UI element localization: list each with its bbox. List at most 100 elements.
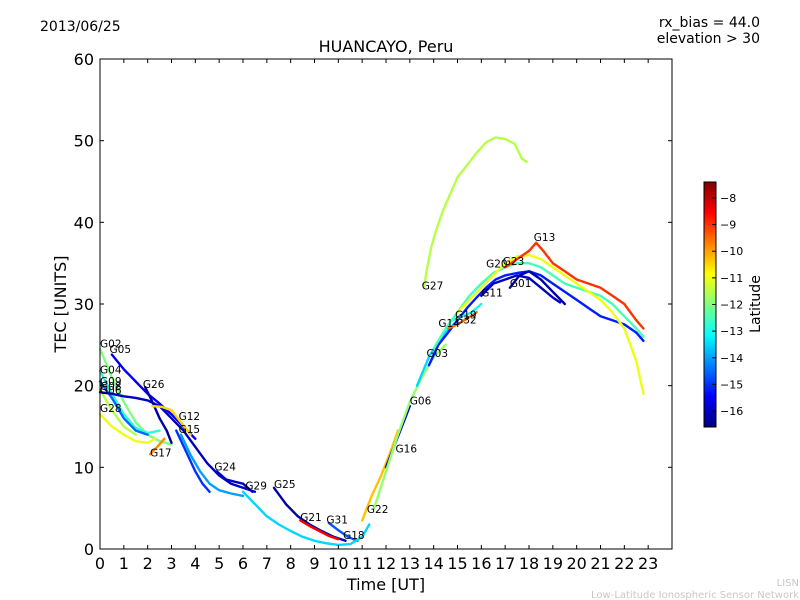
series-label-g21: G21 — [300, 512, 322, 524]
x-tick-label: 11 — [352, 554, 372, 573]
x-tick-label: 12 — [376, 554, 396, 573]
series-label-g05: G05 — [110, 344, 132, 356]
series-label-g15: G15 — [179, 424, 201, 436]
series-line-g19 — [451, 302, 483, 322]
x-tick-label: 22 — [614, 554, 634, 573]
x-tick-label: 4 — [190, 554, 200, 573]
series-label-g08: G08 — [100, 381, 122, 393]
series-line-g28 — [98, 413, 157, 444]
plot-frame — [99, 58, 673, 550]
x-tick-label: 14 — [423, 554, 443, 573]
x-tick-label: 6 — [238, 554, 248, 573]
colorbar-tick-label: −8 — [720, 192, 736, 205]
colorbar-tick-label: −10 — [720, 245, 743, 258]
series-label-g17: G17 — [150, 448, 172, 460]
x-tick-label: 5 — [214, 554, 224, 573]
series-line-g22 — [361, 429, 400, 522]
series-label-g18: G18 — [343, 530, 365, 542]
series-label-g13: G13 — [534, 232, 556, 244]
rx-bias-label: rx_bias = 44.0 — [659, 15, 760, 31]
series-line-g29 — [215, 470, 254, 493]
x-tick-label: 13 — [400, 554, 420, 573]
series-line-g18 — [241, 490, 371, 547]
series-label-g04: G04 — [100, 364, 122, 376]
series-line-g27 — [422, 136, 528, 289]
footer-network: Low-Latitude Ionospheric Sensor Network — [591, 590, 799, 600]
footer-lisn: LISN — [777, 578, 799, 589]
series-label-g11: G11 — [481, 288, 503, 300]
series-line-g24 — [175, 429, 211, 493]
series-label-g09: G09 — [100, 376, 122, 388]
series-line-g23 — [456, 253, 645, 395]
colorbar: −8 −9 −10 −11 −12 −13 −14 −15 −16 Latitude — [703, 181, 764, 428]
y-axis-label: TEC [UNITS] — [51, 256, 70, 354]
series-label-g24: G24 — [214, 462, 236, 474]
series-label-g28: G28 — [100, 403, 122, 415]
x-tick-label: 8 — [286, 554, 296, 573]
series-label-g25: G25 — [274, 479, 296, 491]
x-axis-ticks: 0 1 2 3 4 5 6 7 8 9 10 11 12 13 14 15 16 17 18 19 20 21 22 23 — [95, 59, 658, 573]
date-label: 2013/06/25 — [40, 19, 121, 35]
colorbar-tick-label: −15 — [720, 378, 743, 391]
series-label-g20: G20 — [486, 258, 508, 270]
elevation-label: elevation > 30 — [657, 31, 760, 47]
x-tick-label: 10 — [328, 554, 348, 573]
colorbar-tick-label: −12 — [720, 299, 743, 312]
x-tick-label: 17 — [495, 554, 515, 573]
series-line-g21 — [299, 519, 340, 541]
y-tick-label: 20 — [74, 377, 94, 396]
series-label-g31: G31 — [326, 515, 348, 527]
x-tick-label: 21 — [590, 554, 610, 573]
y-tick-label: 50 — [74, 132, 94, 151]
chart-title: HUANCAYO, Peru — [319, 37, 454, 56]
series-line-g20 — [432, 262, 645, 351]
colorbar-tick-label: −9 — [720, 219, 736, 232]
x-tick-label: 9 — [309, 554, 319, 573]
series-label-g32: G32 — [455, 315, 477, 327]
x-tick-label: 3 — [166, 554, 176, 573]
y-axis-ticks: 0 10 20 30 40 50 60 — [74, 50, 672, 559]
y-tick-label: 30 — [74, 295, 94, 314]
x-tick-label: 20 — [566, 554, 586, 573]
series-line-g26 — [144, 386, 173, 444]
series-label-g29: G29 — [245, 480, 267, 492]
x-tick-label: 0 — [95, 554, 105, 573]
y-tick-label: 60 — [74, 50, 94, 69]
colorbar-ticks: −8 −9 −10 −11 −12 −13 −14 −15 −16 — [712, 192, 743, 418]
x-tick-label: 16 — [471, 554, 491, 573]
series-line-g15 — [179, 433, 245, 498]
series-label-g01: G01 — [510, 278, 532, 290]
series-line-g12 — [151, 404, 192, 436]
series-line-g11 — [480, 274, 562, 304]
x-tick-label: 15 — [447, 554, 467, 573]
series-label-g14: G14 — [438, 318, 460, 330]
series-label-g12: G12 — [179, 411, 201, 423]
series-label-g16: G16 — [396, 444, 418, 456]
series-layer — [98, 136, 645, 547]
colorbar-tick-label: −16 — [720, 405, 743, 418]
series-line-g31 — [327, 521, 359, 542]
x-tick-label: 23 — [638, 554, 658, 573]
series-label-g06b: G06 — [410, 396, 432, 408]
series-line-g17 — [148, 437, 166, 456]
colorbar-tick-label: −11 — [720, 272, 743, 285]
series-line-g32 — [446, 311, 478, 330]
x-axis-label: Time [UT] — [346, 575, 425, 594]
x-tick-label: 7 — [262, 554, 272, 573]
series-label-g27: G27 — [422, 280, 444, 292]
series-line-g01 — [508, 270, 566, 306]
series-label-g03: G03 — [427, 348, 449, 360]
series-line-g08 — [98, 388, 138, 436]
series-label-g19: G19 — [455, 310, 477, 322]
colorbar-tick-label: −13 — [720, 325, 743, 338]
x-tick-label: 19 — [543, 554, 563, 573]
x-tick-label: 2 — [143, 554, 153, 573]
series-line-g06 — [98, 391, 257, 493]
colorbar-tick-label: −14 — [720, 352, 743, 365]
y-tick-label: 10 — [74, 458, 94, 477]
series-label-g26: G26 — [143, 379, 165, 391]
x-tick-label: 18 — [519, 554, 539, 573]
x-tick-label: 1 — [119, 554, 129, 573]
